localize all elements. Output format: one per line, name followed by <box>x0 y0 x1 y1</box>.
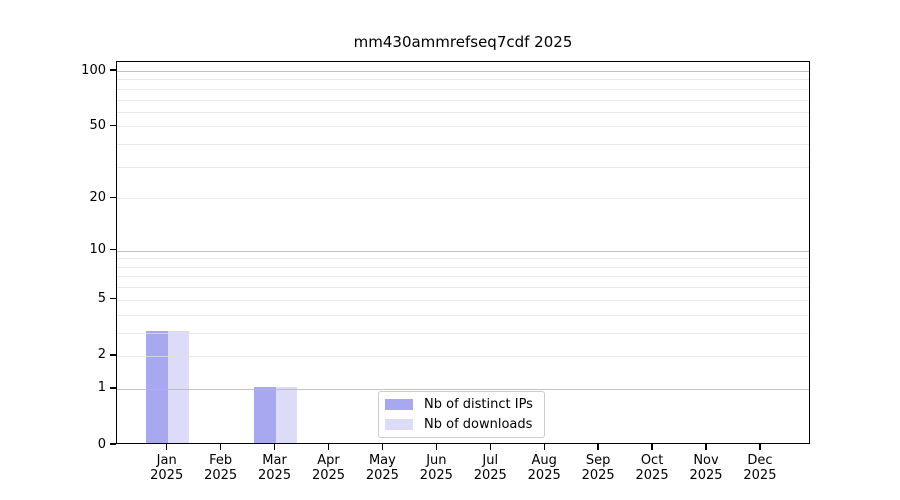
y-tick-mark <box>110 354 116 356</box>
x-tick-year: 2025 <box>689 468 723 483</box>
y-tick-label: 100 <box>81 62 106 78</box>
gridline-minor <box>117 144 809 146</box>
x-tick-label: Apr 2025 <box>298 453 358 483</box>
x-tick-label: Jun 2025 <box>406 453 466 483</box>
legend-label-downloads: Nb of downloads <box>424 416 533 432</box>
y-tick-mark <box>110 298 116 300</box>
legend-item-downloads: Nb of downloads <box>385 416 538 434</box>
gridlines-layer <box>117 62 809 443</box>
y-tick-mark <box>110 387 116 389</box>
y-tick-mark <box>110 248 116 251</box>
x-tick-year: 2025 <box>527 468 561 483</box>
gridline-major <box>117 71 809 72</box>
gridline-minor <box>117 79 809 81</box>
gridline-minor <box>117 258 809 260</box>
x-tick-year: 2025 <box>258 468 292 483</box>
x-tick-mark <box>651 444 653 450</box>
x-tick-mark <box>219 444 222 450</box>
x-tick-mark <box>166 444 168 450</box>
x-tick-label: Mar 2025 <box>245 453 305 483</box>
x-tick-year: 2025 <box>311 468 346 483</box>
x-tick-year: 2025 <box>635 468 669 483</box>
gridline-major <box>117 388 809 390</box>
gridline-major <box>117 250 809 252</box>
gridline-minor <box>117 198 809 200</box>
x-tick-year: 2025 <box>419 468 453 483</box>
x-tick-label: May 2025 <box>352 453 412 483</box>
bar-downloads <box>275 386 298 443</box>
y-tick-mark <box>110 196 116 198</box>
x-tick-mark <box>597 444 599 450</box>
y-tick-mark <box>110 443 116 445</box>
y-tick-label: 10 <box>89 242 106 258</box>
y-tick-mark <box>110 69 116 71</box>
bar-distinct-ips <box>253 386 276 443</box>
x-tick-mark <box>435 444 438 450</box>
x-tick-year: 2025 <box>581 468 615 483</box>
gridline-minor <box>117 88 809 90</box>
y-tick-label: 1 <box>97 380 106 396</box>
chart-title: mm430ammrefseq7cdf 2025 <box>353 33 573 51</box>
x-tick-mark <box>705 444 707 450</box>
x-tick-mark <box>543 444 545 450</box>
legend: Nb of distinct IPs Nb of downloads <box>378 391 545 438</box>
x-tick-label: Dec 2025 <box>730 453 790 483</box>
gridline-minor <box>117 332 809 334</box>
gridline-minor <box>117 99 809 101</box>
x-tick-mark <box>759 444 761 450</box>
legend-label-distinct-ips: Nb of distinct IPs <box>424 397 533 413</box>
y-tick-label: 0 <box>97 436 106 452</box>
bars-layer <box>117 62 809 443</box>
gridline-minor <box>117 111 809 113</box>
x-tick-label: Feb 2025 <box>191 453 251 483</box>
y-tick-label: 2 <box>97 347 106 363</box>
x-tick-label: Aug 2025 <box>514 453 574 483</box>
bar-distinct-ips <box>146 330 168 443</box>
x-tick-year: 2025 <box>743 468 777 483</box>
x-tick-year: 2025 <box>365 468 399 483</box>
x-tick-mark <box>273 444 276 450</box>
x-tick-mark <box>489 444 491 450</box>
x-tick-label: Jul 2025 <box>460 453 520 483</box>
x-tick-year: 2025 <box>473 468 507 483</box>
gridline-minor <box>117 355 809 357</box>
gridline-minor <box>117 266 809 268</box>
gridline-minor <box>117 276 809 278</box>
gridline-minor <box>117 126 809 128</box>
y-tick-label: 5 <box>97 291 106 307</box>
y-tick-mark <box>110 124 116 127</box>
x-tick-label: Jan 2025 <box>137 453 197 483</box>
x-tick-label: Nov 2025 <box>676 453 736 483</box>
x-tick-mark <box>381 444 384 450</box>
y-tick-label: 50 <box>89 117 106 133</box>
bar-downloads <box>167 330 190 443</box>
gridline-minor <box>117 299 809 301</box>
distinct-ips-swatch-icon <box>385 399 413 411</box>
x-tick-mark <box>327 444 330 450</box>
gridline-minor <box>117 166 809 168</box>
gridline-minor <box>117 287 809 289</box>
legend-item-distinct-ips: Nb of distinct IPs <box>385 396 538 414</box>
downloads-swatch-icon <box>385 418 413 430</box>
y-tick-label: 20 <box>89 189 106 205</box>
x-tick-year: 2025 <box>204 468 238 483</box>
plot-area <box>116 61 810 444</box>
x-tick-label: Sep 2025 <box>568 453 628 483</box>
x-tick-label: Oct 2025 <box>622 453 682 483</box>
x-tick-year: 2025 <box>150 468 184 483</box>
gridline-minor <box>117 314 809 316</box>
